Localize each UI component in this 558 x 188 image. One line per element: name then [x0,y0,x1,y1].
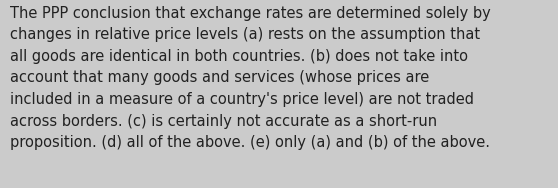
Text: The PPP conclusion that exchange rates are determined solely by
changes in relat: The PPP conclusion that exchange rates a… [10,6,491,150]
